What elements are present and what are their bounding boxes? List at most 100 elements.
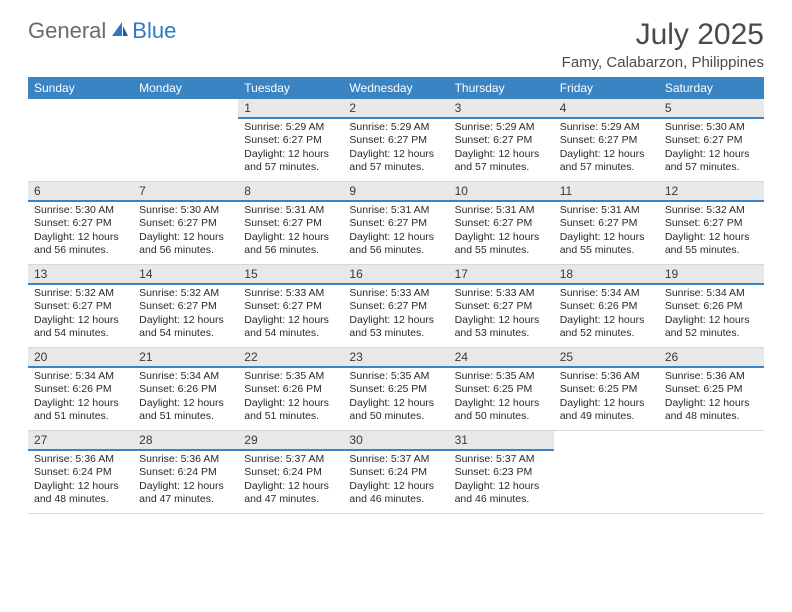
- daylight-text: Daylight: 12 hours and 56 minutes.: [349, 231, 442, 258]
- sunrise-text: Sunrise: 5:33 AM: [455, 287, 548, 300]
- day-header: Friday: [554, 77, 659, 99]
- sunrise-text: Sunrise: 5:32 AM: [665, 204, 758, 217]
- day-details: Sunrise: 5:31 AMSunset: 6:27 PMDaylight:…: [554, 202, 659, 262]
- day-details: Sunrise: 5:34 AMSunset: 6:26 PMDaylight:…: [659, 285, 764, 345]
- sunrise-text: Sunrise: 5:36 AM: [560, 370, 653, 383]
- sunrise-text: Sunrise: 5:32 AM: [34, 287, 127, 300]
- sunrise-text: Sunrise: 5:36 AM: [34, 453, 127, 466]
- day-number: 19: [659, 265, 764, 285]
- day-header-row: SundayMondayTuesdayWednesdayThursdayFrid…: [28, 77, 764, 99]
- day-cell: 9Sunrise: 5:31 AMSunset: 6:27 PMDaylight…: [343, 182, 448, 264]
- sunrise-text: Sunrise: 5:32 AM: [139, 287, 232, 300]
- day-number: 12: [659, 182, 764, 202]
- daylight-text: Daylight: 12 hours and 49 minutes.: [560, 397, 653, 424]
- day-cell: [133, 99, 238, 181]
- day-number: 14: [133, 265, 238, 285]
- day-number: 8: [238, 182, 343, 202]
- sunset-text: Sunset: 6:24 PM: [34, 466, 127, 479]
- day-number: 31: [449, 431, 554, 451]
- daylight-text: Daylight: 12 hours and 48 minutes.: [34, 480, 127, 507]
- daylight-text: Daylight: 12 hours and 57 minutes.: [349, 148, 442, 175]
- daylight-text: Daylight: 12 hours and 52 minutes.: [665, 314, 758, 341]
- day-cell: 29Sunrise: 5:37 AMSunset: 6:24 PMDayligh…: [238, 431, 343, 513]
- day-details: Sunrise: 5:29 AMSunset: 6:27 PMDaylight:…: [238, 119, 343, 179]
- day-cell: 17Sunrise: 5:33 AMSunset: 6:27 PMDayligh…: [449, 265, 554, 347]
- sunrise-text: Sunrise: 5:37 AM: [244, 453, 337, 466]
- day-number: 17: [449, 265, 554, 285]
- page-header: General Blue July 2025 Famy, Calabarzon,…: [28, 18, 764, 71]
- sunset-text: Sunset: 6:27 PM: [665, 134, 758, 147]
- calendar-grid: SundayMondayTuesdayWednesdayThursdayFrid…: [28, 77, 764, 514]
- sunrise-text: Sunrise: 5:31 AM: [560, 204, 653, 217]
- week-row: 27Sunrise: 5:36 AMSunset: 6:24 PMDayligh…: [28, 431, 764, 514]
- day-cell: 1Sunrise: 5:29 AMSunset: 6:27 PMDaylight…: [238, 99, 343, 181]
- day-number: 29: [238, 431, 343, 451]
- day-number: 30: [343, 431, 448, 451]
- day-details: Sunrise: 5:33 AMSunset: 6:27 PMDaylight:…: [449, 285, 554, 345]
- day-number: 15: [238, 265, 343, 285]
- sunrise-text: Sunrise: 5:29 AM: [349, 121, 442, 134]
- daylight-text: Daylight: 12 hours and 48 minutes.: [665, 397, 758, 424]
- day-cell: 13Sunrise: 5:32 AMSunset: 6:27 PMDayligh…: [28, 265, 133, 347]
- day-cell: [659, 431, 764, 513]
- sunset-text: Sunset: 6:25 PM: [455, 383, 548, 396]
- day-details: Sunrise: 5:30 AMSunset: 6:27 PMDaylight:…: [659, 119, 764, 179]
- daylight-text: Daylight: 12 hours and 56 minutes.: [244, 231, 337, 258]
- daylight-text: Daylight: 12 hours and 56 minutes.: [139, 231, 232, 258]
- sunset-text: Sunset: 6:27 PM: [349, 300, 442, 313]
- day-number: 23: [343, 348, 448, 368]
- day-header: Monday: [133, 77, 238, 99]
- day-header: Sunday: [28, 77, 133, 99]
- day-cell: 22Sunrise: 5:35 AMSunset: 6:26 PMDayligh…: [238, 348, 343, 430]
- day-number: 24: [449, 348, 554, 368]
- day-number: 22: [238, 348, 343, 368]
- day-details: Sunrise: 5:37 AMSunset: 6:24 PMDaylight:…: [343, 451, 448, 511]
- day-cell: [28, 99, 133, 181]
- week-row: 1Sunrise: 5:29 AMSunset: 6:27 PMDaylight…: [28, 99, 764, 182]
- day-details: Sunrise: 5:31 AMSunset: 6:27 PMDaylight:…: [238, 202, 343, 262]
- month-title: July 2025: [562, 18, 764, 52]
- sunset-text: Sunset: 6:24 PM: [349, 466, 442, 479]
- daylight-text: Daylight: 12 hours and 55 minutes.: [665, 231, 758, 258]
- day-details: Sunrise: 5:29 AMSunset: 6:27 PMDaylight:…: [554, 119, 659, 179]
- day-details: Sunrise: 5:30 AMSunset: 6:27 PMDaylight:…: [28, 202, 133, 262]
- sunrise-text: Sunrise: 5:35 AM: [455, 370, 548, 383]
- daylight-text: Daylight: 12 hours and 57 minutes.: [244, 148, 337, 175]
- brand-text-blue: Blue: [132, 18, 176, 44]
- day-number: 10: [449, 182, 554, 202]
- day-number: 13: [28, 265, 133, 285]
- day-cell: 11Sunrise: 5:31 AMSunset: 6:27 PMDayligh…: [554, 182, 659, 264]
- daylight-text: Daylight: 12 hours and 57 minutes.: [455, 148, 548, 175]
- daylight-text: Daylight: 12 hours and 53 minutes.: [455, 314, 548, 341]
- day-number: 11: [554, 182, 659, 202]
- sunrise-text: Sunrise: 5:37 AM: [349, 453, 442, 466]
- day-cell: 6Sunrise: 5:30 AMSunset: 6:27 PMDaylight…: [28, 182, 133, 264]
- day-number: 9: [343, 182, 448, 202]
- sunset-text: Sunset: 6:24 PM: [139, 466, 232, 479]
- daylight-text: Daylight: 12 hours and 47 minutes.: [139, 480, 232, 507]
- sunset-text: Sunset: 6:27 PM: [139, 217, 232, 230]
- daylight-text: Daylight: 12 hours and 51 minutes.: [244, 397, 337, 424]
- daylight-text: Daylight: 12 hours and 46 minutes.: [349, 480, 442, 507]
- day-number: 18: [554, 265, 659, 285]
- sunrise-text: Sunrise: 5:35 AM: [349, 370, 442, 383]
- day-number: 21: [133, 348, 238, 368]
- day-cell: 31Sunrise: 5:37 AMSunset: 6:23 PMDayligh…: [449, 431, 554, 513]
- daylight-text: Daylight: 12 hours and 55 minutes.: [455, 231, 548, 258]
- day-number: 1: [238, 99, 343, 119]
- day-details: Sunrise: 5:35 AMSunset: 6:26 PMDaylight:…: [238, 368, 343, 428]
- day-cell: 27Sunrise: 5:36 AMSunset: 6:24 PMDayligh…: [28, 431, 133, 513]
- day-details: Sunrise: 5:34 AMSunset: 6:26 PMDaylight:…: [28, 368, 133, 428]
- daylight-text: Daylight: 12 hours and 50 minutes.: [349, 397, 442, 424]
- day-number: 26: [659, 348, 764, 368]
- day-header: Saturday: [659, 77, 764, 99]
- sunrise-text: Sunrise: 5:31 AM: [455, 204, 548, 217]
- empty-day: [659, 431, 764, 449]
- sunset-text: Sunset: 6:27 PM: [455, 217, 548, 230]
- day-details: Sunrise: 5:32 AMSunset: 6:27 PMDaylight:…: [133, 285, 238, 345]
- day-cell: 4Sunrise: 5:29 AMSunset: 6:27 PMDaylight…: [554, 99, 659, 181]
- day-details: Sunrise: 5:36 AMSunset: 6:25 PMDaylight:…: [659, 368, 764, 428]
- day-details: Sunrise: 5:31 AMSunset: 6:27 PMDaylight:…: [449, 202, 554, 262]
- daylight-text: Daylight: 12 hours and 54 minutes.: [139, 314, 232, 341]
- title-block: July 2025 Famy, Calabarzon, Philippines: [562, 18, 764, 71]
